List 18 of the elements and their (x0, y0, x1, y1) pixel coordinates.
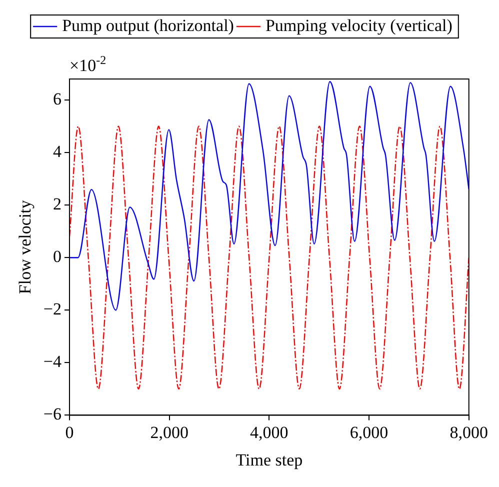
y-tick-label: −6 (43, 404, 62, 424)
y-tick-label: 4 (52, 142, 62, 162)
x-tick-label: 6,000 (350, 422, 388, 442)
y-axis-title: Flow velocity (16, 200, 35, 294)
x-axis-title: Time step (236, 450, 303, 470)
x-tick-label: 4,000 (250, 422, 288, 442)
y-tick-label: −4 (43, 352, 62, 372)
legend-label: Pump output (horizontal) (62, 16, 234, 35)
y-tick-label: 2 (52, 194, 62, 214)
y-tick-label: −2 (43, 300, 62, 319)
x-tick-label: 8,000 (450, 422, 488, 442)
legend-label: Pumping velocity (vertical) (265, 16, 452, 35)
line-series (69, 81, 469, 311)
y-tick-label: 0 (52, 247, 62, 266)
y-tick-label: 6 (52, 89, 62, 108)
x-tick-label: 2,000 (150, 422, 188, 442)
x-tick-label: 0 (65, 422, 74, 442)
line-series (69, 126, 469, 390)
